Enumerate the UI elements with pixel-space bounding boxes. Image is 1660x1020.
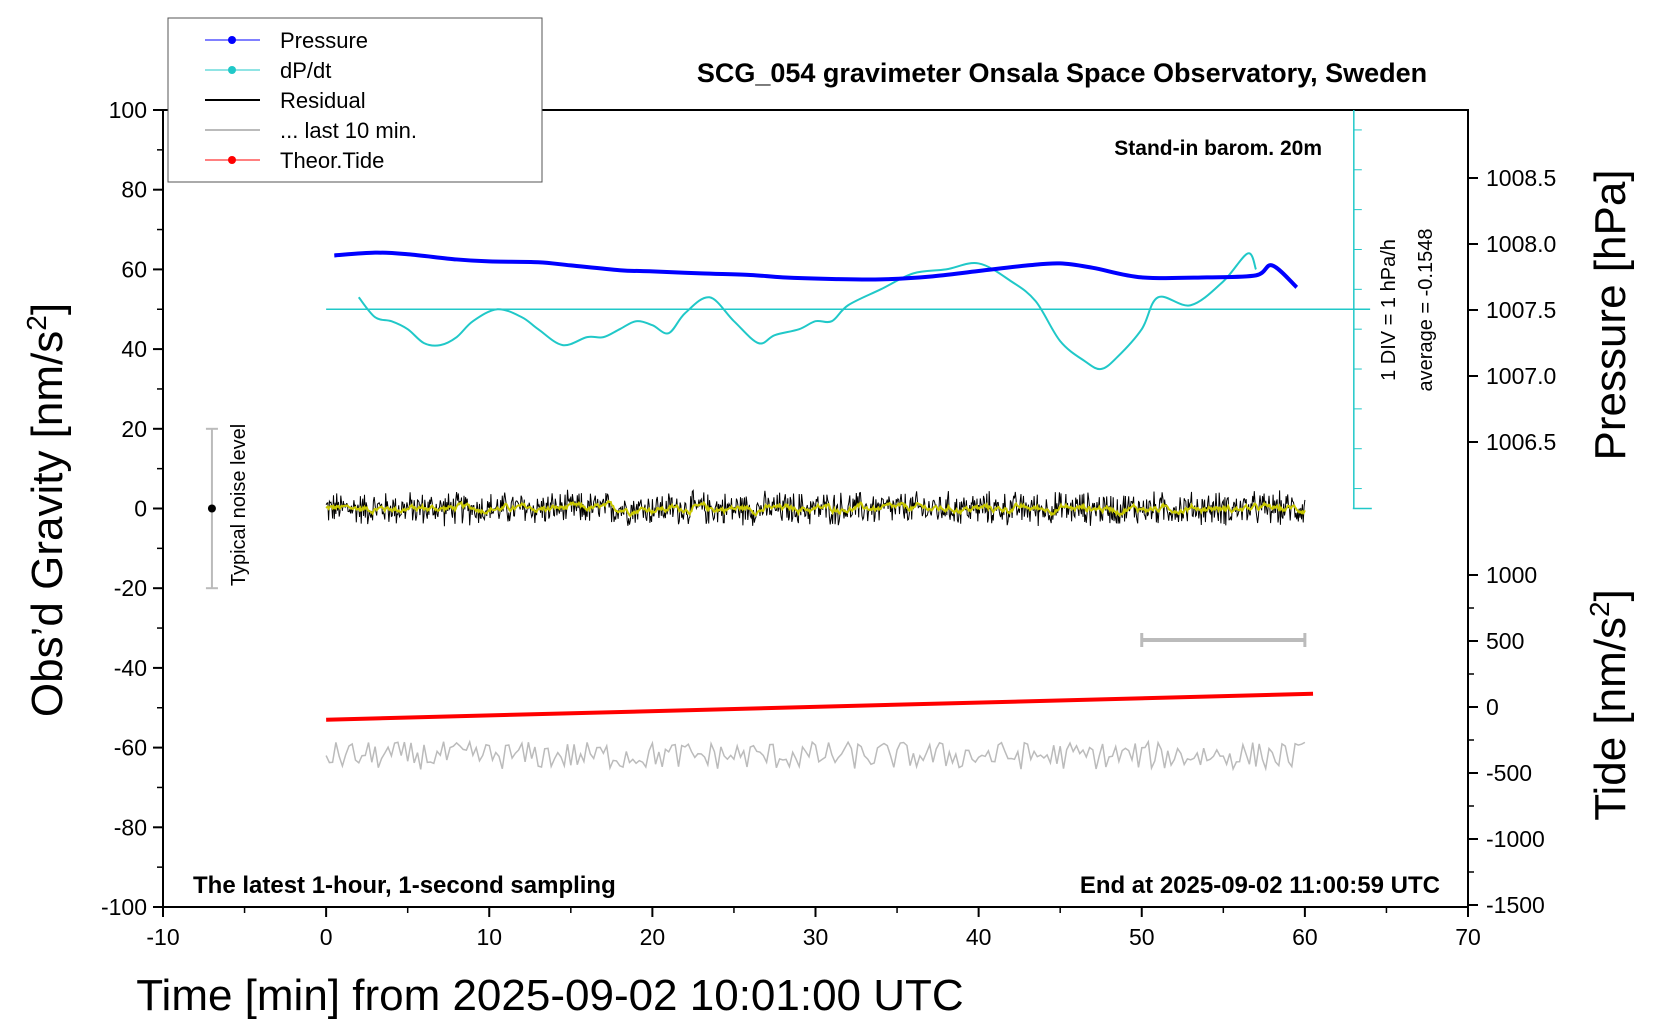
x-tick-label: 40 bbox=[966, 924, 992, 950]
pressure-tick-label: 1008.5 bbox=[1486, 165, 1556, 191]
legend-label-pressure: Pressure bbox=[280, 28, 368, 53]
legend-label-tide: Theor.Tide bbox=[280, 148, 384, 173]
x-tick-label: 60 bbox=[1292, 924, 1318, 950]
div-annotation: 1 DIV = 1 hPa/h bbox=[1378, 239, 1400, 381]
series-residual bbox=[325, 489, 1306, 527]
dpdt-reference-axis bbox=[1352, 110, 1372, 510]
end-annotation: End at 2025-09-02 11:00:59 UTC bbox=[1080, 872, 1440, 899]
x-tick-label: 10 bbox=[476, 924, 502, 950]
y-tick-label: 60 bbox=[121, 256, 147, 282]
x-tick-label: 70 bbox=[1455, 924, 1481, 950]
x-tick-label: -10 bbox=[146, 924, 179, 950]
legend: Pressure dP/dt Residual ... last 10 min.… bbox=[167, 17, 543, 183]
tide-line bbox=[326, 691, 1314, 722]
residual-smoothed-line bbox=[325, 499, 1306, 518]
average-annotation: average = -0.1548 bbox=[1415, 229, 1437, 392]
x-ticks: -10 0 10 20 30 40 50 60 70 bbox=[146, 907, 1481, 950]
y-tick-label: 20 bbox=[121, 416, 147, 442]
x-tick-label: 20 bbox=[640, 924, 666, 950]
latest-annotation: The latest 1-hour, 1-second sampling bbox=[193, 872, 616, 899]
pressure-tick-label: 1007.0 bbox=[1486, 363, 1556, 389]
barom-annotation: Stand-in barom. 20m bbox=[1114, 137, 1322, 160]
series-pressure bbox=[334, 250, 1299, 289]
last10-line bbox=[325, 739, 1306, 772]
y-axis-label-pressure: Pressure [hPa] bbox=[1586, 169, 1635, 460]
y-tick-label: -40 bbox=[114, 655, 147, 681]
tide-tick-label: -500 bbox=[1486, 760, 1532, 786]
legend-label-residual: Residual bbox=[280, 88, 366, 113]
y-ticks: -100 -80 -60 -40 -20 0 20 40 60 80 100 bbox=[101, 97, 163, 920]
pressure-tick-label: 1006.5 bbox=[1486, 429, 1556, 455]
noise-annotation: Typical noise level bbox=[228, 424, 250, 586]
legend-dot-dpdt bbox=[228, 66, 236, 74]
legend-dot-tide bbox=[228, 156, 236, 164]
tide-tick-label: -1000 bbox=[1486, 826, 1545, 852]
pressure-tick-label: 1007.5 bbox=[1486, 297, 1556, 323]
x-tick-label: 0 bbox=[320, 924, 333, 950]
series-dpdt bbox=[357, 252, 1257, 371]
legend-label-dpdt: dP/dt bbox=[280, 58, 331, 83]
x-tick-label: 30 bbox=[803, 924, 829, 950]
tide-tick-label: 0 bbox=[1486, 694, 1499, 720]
y-tick-label: -20 bbox=[114, 575, 147, 601]
last-10-min-bar bbox=[1140, 633, 1307, 648]
right-axis-ticks: 1006.5 1007.0 1007.5 1008.0 1008.5 1000 500 0 -5… bbox=[1468, 165, 1556, 918]
y-tick-label: 40 bbox=[121, 336, 147, 362]
tide-tick-label: -1500 bbox=[1486, 892, 1545, 918]
y-axis-label-tide: Tide [nm/s2] bbox=[1584, 589, 1635, 821]
noise-level-bar bbox=[205, 427, 218, 590]
tide-tick-label: 1000 bbox=[1486, 562, 1537, 588]
y-tick-label: -60 bbox=[114, 735, 147, 761]
x-axis-label: Time [min] from 2025-09-02 10:01:00 UTC bbox=[136, 971, 963, 1020]
tide-tick-label: 500 bbox=[1486, 628, 1524, 654]
legend-dot-pressure bbox=[228, 36, 236, 44]
y-axis-label-left: Obs’d Gravity [nm/s2] bbox=[21, 303, 72, 717]
y-tick-label: 100 bbox=[109, 97, 147, 123]
x-tick-label: 50 bbox=[1129, 924, 1155, 950]
series-last-10-min bbox=[325, 739, 1306, 772]
chart-title: SCG_054 gravimeter Onsala Space Observat… bbox=[697, 58, 1427, 88]
pressure-tick-label: 1008.0 bbox=[1486, 231, 1556, 257]
legend-label-last10: ... last 10 min. bbox=[280, 118, 417, 143]
y-tick-label: -100 bbox=[101, 894, 147, 920]
dpdt-line bbox=[357, 252, 1257, 371]
y-tick-label: 0 bbox=[134, 496, 147, 522]
noise-bar-dot bbox=[207, 504, 216, 513]
y-tick-label: 80 bbox=[121, 177, 147, 203]
pressure-line bbox=[334, 250, 1299, 289]
y-tick-label: -80 bbox=[114, 814, 147, 840]
series-theor-tide bbox=[326, 691, 1314, 722]
